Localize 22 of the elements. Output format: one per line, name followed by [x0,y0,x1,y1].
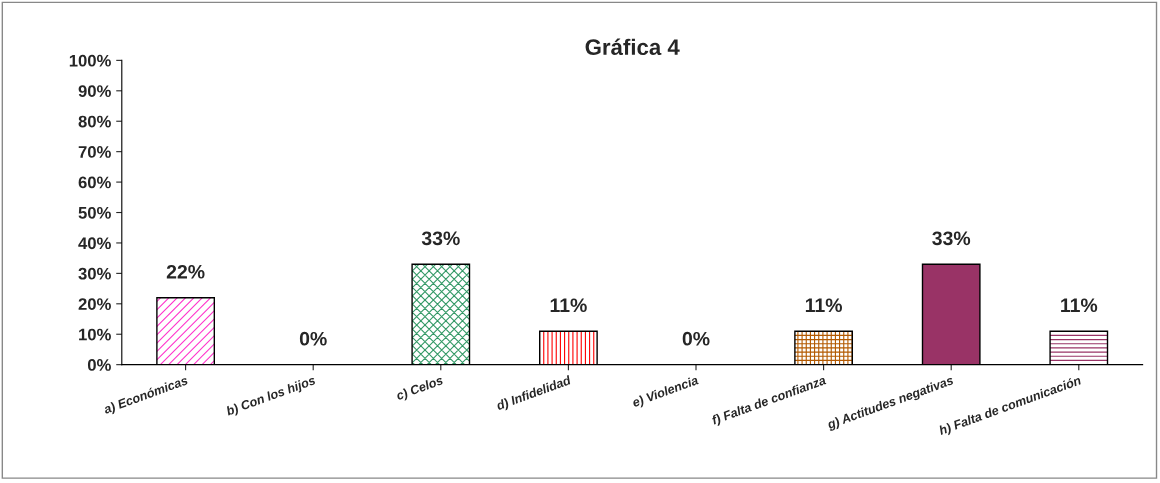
chart-title: Gráfica 4 [585,38,680,56]
y-tick-label: 90% [78,85,111,98]
y-tick-label: 80% [78,115,111,128]
y-tick-label: 50% [78,206,111,219]
y-tick-label: 0% [87,359,111,371]
x-tick-label: c) Celos [395,375,445,403]
x-tick-label: b) Con los hijos [225,375,317,419]
y-tick-label: 30% [78,267,111,280]
data-label: 11% [805,298,843,313]
y-tick-label: 20% [78,298,111,311]
data-label: 11% [550,298,587,313]
data-label: 33% [932,231,971,246]
y-tick-label: 40% [78,237,111,250]
data-label: 22% [166,264,205,279]
data-label: 0% [682,331,710,346]
y-tick-label: 100% [69,54,111,67]
data-label: 11% [1061,298,1098,313]
data-label: 33% [421,231,460,246]
y-tick-label: 10% [79,328,111,341]
y-tick-label: 60% [78,176,111,189]
y-tick-label: 70% [78,146,111,158]
data-label: 0% [299,331,327,346]
